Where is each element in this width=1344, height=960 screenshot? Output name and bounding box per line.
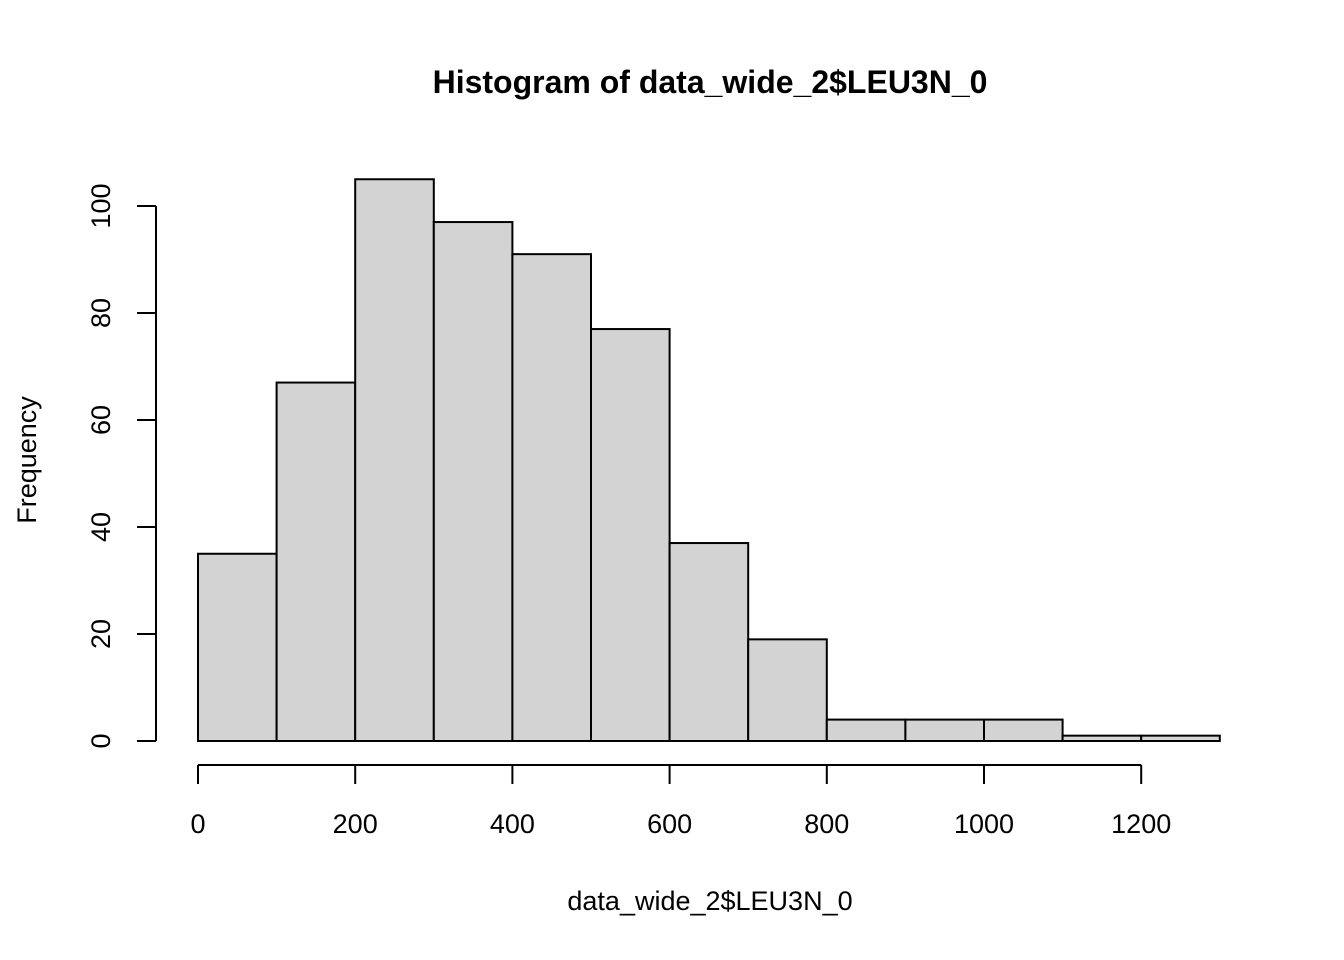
histogram-bar — [511, 253, 593, 742]
y-tick-label: 80 — [86, 298, 116, 328]
histogram-bar — [668, 542, 750, 742]
chart-title: Histogram of data_wide_2$LEU3N_0 — [433, 64, 988, 100]
x-tick-label: 800 — [804, 809, 849, 839]
x-axis-label: data_wide_2$LEU3N_0 — [567, 886, 852, 916]
y-tick-label: 100 — [86, 183, 116, 228]
y-axis-label: Frequency — [12, 396, 42, 524]
y-tick-label: 20 — [86, 619, 116, 649]
histogram-bar — [1140, 734, 1221, 743]
x-tick-label: 400 — [490, 809, 535, 839]
histogram-bar — [904, 718, 986, 742]
histogram-bar — [432, 221, 514, 743]
x-tick-label: 200 — [333, 809, 378, 839]
histogram-bar — [983, 718, 1064, 742]
x-tick-label: 1000 — [954, 809, 1014, 839]
bars-group — [197, 178, 1221, 743]
y-tick-label: 0 — [86, 733, 116, 748]
histogram-bar — [354, 178, 435, 742]
y-tick-label: 60 — [86, 405, 116, 435]
histogram-bar — [747, 638, 828, 742]
histogram-bar — [275, 381, 357, 742]
y-axis: 0 20 40 60 80 100 — [86, 183, 157, 749]
x-tick-label: 600 — [647, 809, 692, 839]
x-tick-label: 1200 — [1111, 809, 1171, 839]
histogram-bar — [590, 328, 671, 742]
histogram-bar — [197, 552, 278, 742]
x-tick-label: 0 — [190, 809, 205, 839]
y-tick-label: 40 — [86, 512, 116, 542]
histogram-bar — [1061, 734, 1143, 743]
x-axis: 0 200 400 600 800 1000 1200 — [190, 764, 1171, 839]
histogram-bar — [825, 718, 907, 742]
